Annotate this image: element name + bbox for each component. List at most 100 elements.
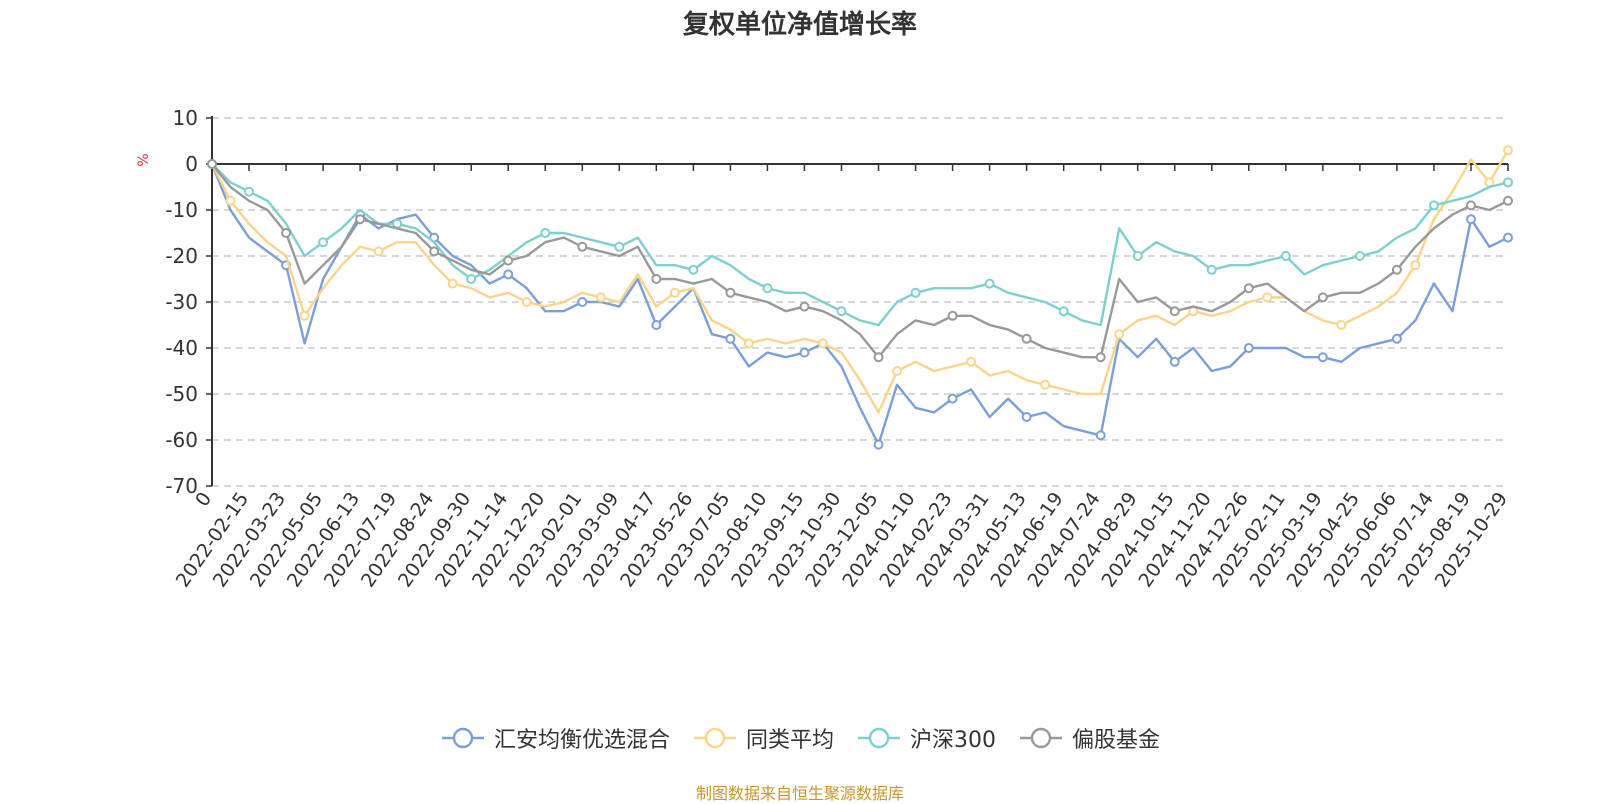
data-point: [669, 287, 680, 298]
legend-item[interactable]: 同类平均: [692, 722, 834, 754]
axis-layer: [206, 116, 1509, 487]
data-point: [1354, 251, 1365, 261]
legend: 汇安均衡优选混合 同类平均 沪深300 偏股基金: [0, 722, 1600, 754]
data-point: [873, 439, 884, 450]
data-point: [1503, 145, 1513, 156]
chart-title: 复权单位净值增长率: [682, 10, 917, 40]
y-axis-label: %: [136, 153, 152, 166]
data-point: [873, 352, 884, 363]
y-tick-label: 0: [185, 152, 198, 176]
data-point: [836, 306, 847, 317]
data-point: [1503, 195, 1513, 206]
series-layer: [207, 145, 1513, 450]
data-point: [447, 278, 458, 289]
data-point: [318, 237, 329, 248]
data-point: [355, 214, 366, 225]
data-point: [1336, 320, 1347, 330]
data-point: [1169, 356, 1180, 367]
data-point: [540, 228, 551, 238]
legend-marker-icon: [858, 727, 900, 749]
data-point: [1021, 333, 1032, 344]
y-tick-label: 10: [173, 106, 198, 130]
data-point: [503, 255, 514, 266]
data-point: [1262, 292, 1273, 303]
data-point: [1132, 251, 1143, 261]
legend-marker-icon: [1020, 727, 1062, 749]
data-point: [1206, 264, 1217, 275]
data-point: [799, 301, 810, 312]
y-tick-label: -20: [165, 244, 198, 268]
data-point: [1021, 412, 1032, 422]
data-point: [651, 274, 662, 284]
data-point: [799, 347, 810, 358]
data-point: [947, 310, 958, 321]
data-point: [1503, 177, 1513, 188]
legend-marker-icon: [693, 727, 736, 749]
y-tick-label: -40: [165, 336, 198, 360]
legend-label: 偏股基金: [1072, 728, 1161, 753]
data-point: [521, 297, 532, 307]
data-point: [503, 269, 514, 280]
data-point: [1465, 200, 1476, 211]
data-point: [817, 338, 828, 349]
data-point: [743, 338, 754, 349]
data-point: [466, 274, 477, 284]
data-point: [1391, 264, 1402, 275]
legend-label: 沪深300: [910, 728, 996, 753]
data-point: [910, 287, 921, 298]
data-point: [281, 228, 292, 238]
data-point: [1114, 329, 1125, 340]
data-point: [1317, 352, 1328, 363]
series-line-2: [211, 163, 1509, 327]
legend-item[interactable]: 沪深300: [856, 722, 996, 754]
data-point: [1317, 292, 1328, 303]
data-point: [577, 241, 588, 252]
data-point: [725, 333, 736, 344]
data-point: [651, 320, 662, 330]
data-point: [1465, 214, 1476, 225]
data-point: [225, 195, 236, 206]
legend-label: 汇安均衡优选混合: [493, 728, 670, 753]
data-point: [614, 241, 625, 252]
y-tick-label: -30: [165, 290, 198, 314]
y-tick-label: -50: [165, 382, 198, 406]
grid-layer: [212, 117, 1508, 487]
legend-label: 同类平均: [745, 728, 834, 753]
y-tick-label: -10: [165, 198, 198, 222]
data-point: [1503, 232, 1513, 243]
data-point: [947, 393, 958, 404]
series-line-0: [210, 163, 1509, 446]
data-point: [373, 246, 384, 257]
legend-marker-icon: [441, 727, 484, 749]
data-point: [577, 297, 588, 307]
data-point: [1095, 430, 1106, 441]
data-point: [1243, 283, 1254, 294]
data-point: [595, 292, 606, 303]
y-tick-label: -70: [165, 474, 198, 498]
data-point: [244, 186, 255, 197]
data-point: [429, 246, 440, 257]
data-point: [1058, 306, 1069, 317]
legend-item[interactable]: 汇安均衡优选混合: [440, 722, 670, 754]
data-point: [725, 287, 736, 298]
data-point: [688, 264, 699, 275]
data-point: [1243, 343, 1254, 353]
data-point: [966, 356, 977, 367]
data-point: [1095, 352, 1106, 363]
series-line-1: [210, 149, 1510, 414]
data-point: [207, 159, 217, 169]
data-point: [1040, 379, 1051, 390]
y-tick-label: -60: [165, 428, 198, 452]
source-note: 制图数据来自恒生聚源数据库: [695, 784, 904, 803]
data-point: [1280, 251, 1291, 261]
data-point: [1410, 260, 1421, 271]
data-point: [1169, 306, 1180, 317]
legend-item[interactable]: 偏股基金: [1018, 722, 1160, 754]
x-tick-label: 0: [191, 488, 216, 511]
data-point: [1428, 200, 1439, 211]
data-point: [984, 278, 995, 289]
series-line-3: [211, 163, 1509, 359]
data-point: [299, 310, 310, 321]
data-point: [762, 283, 773, 294]
